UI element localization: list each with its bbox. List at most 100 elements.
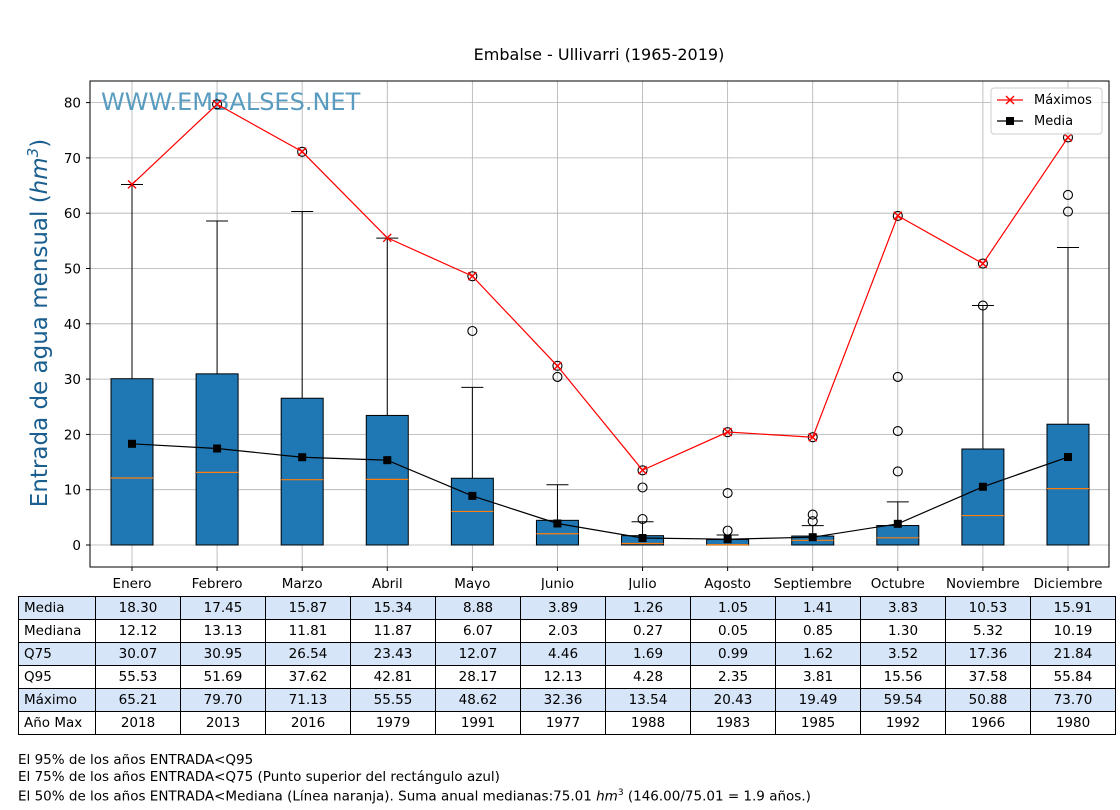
- x-tick-label-7: Agosto: [704, 576, 751, 590]
- table-cell: 12.12: [95, 619, 181, 643]
- table-row-anio_max: Año Max 2018 2013 2016 1979 1991 1977 1988 1983 1…: [18, 711, 1116, 735]
- outlier-4-0: [467, 325, 478, 337]
- table-cell: 3.89: [520, 596, 606, 620]
- table-row-label: Año Max: [18, 711, 96, 735]
- maximos-marker-2: [297, 147, 307, 157]
- table-cell: 13.13: [180, 619, 266, 643]
- table-cell: 2.03: [520, 619, 606, 643]
- reservoir-inflow-chart: Embalse - Ullivarri (1965-2019) WWW.EMBA…: [24, 45, 1110, 590]
- table-row-label: Media: [18, 596, 96, 620]
- table-cell: 1.30: [860, 619, 946, 643]
- table-cell: 1.62: [775, 642, 861, 666]
- table-cell: 55.53: [95, 665, 181, 689]
- outlier-10-1: [977, 258, 988, 269]
- series-lines: [127, 99, 1073, 544]
- outlier-8-0: [807, 516, 818, 527]
- table-row-q95: Q95 55.53 51.69 37.62 42.81 28.17 12.13 4.28 2.3…: [18, 665, 1116, 689]
- table-cell: 79.70: [180, 688, 266, 712]
- table-cell: 21.84: [1030, 642, 1116, 666]
- y-tick-label-0: 0: [72, 538, 81, 554]
- media-marker-6: [638, 534, 647, 543]
- table-cell: 71.13: [265, 688, 351, 712]
- table-cell: 15.87: [265, 596, 351, 620]
- grid-lines: [90, 81, 1109, 567]
- media-marker-5: [553, 519, 562, 528]
- chart-title: Embalse - Ullivarri (1965-2019): [474, 45, 725, 64]
- maximos-marker-6: [638, 465, 648, 475]
- maximos-marker-0: [127, 179, 137, 189]
- table-cell: 1966: [945, 711, 1031, 735]
- x-tick-label-11: Diciembre: [1034, 576, 1103, 590]
- legend-media-label: Media: [1034, 114, 1073, 129]
- x-tick-label-8: Septiembre: [774, 576, 852, 590]
- table-cell: 1977: [520, 711, 606, 735]
- table-cell: 15.91: [1030, 596, 1116, 620]
- table-cell: 2016: [265, 711, 351, 735]
- outlier-9-3: [892, 210, 903, 222]
- legend-maximos-marker: [1005, 95, 1015, 105]
- table-cell: 4.46: [520, 642, 606, 666]
- table-cell: 30.95: [180, 642, 266, 666]
- box-3: [365, 414, 409, 546]
- table-cell: 1991: [435, 711, 521, 735]
- table-row-media: Media 18.30 17.45 15.87 15.34 8.88 3.89 1.26 1.0…: [18, 596, 1116, 620]
- table-cell: 3.83: [860, 596, 946, 620]
- media-line: [131, 443, 1069, 540]
- box-9: [876, 525, 920, 546]
- box-0: [110, 378, 154, 546]
- media-marker-4: [468, 491, 477, 500]
- table-cell: 1992: [860, 711, 946, 735]
- maximos-marker-3: [382, 233, 392, 243]
- y-tick-label-10: 10: [64, 483, 81, 499]
- table-cell: 37.58: [945, 665, 1031, 689]
- table-row-label: Q75: [18, 642, 96, 666]
- x-tick-label-5: Junio: [540, 576, 574, 590]
- table-cell: 2018: [95, 711, 181, 735]
- table-cell: 1.05: [690, 596, 776, 620]
- table-cell: 50.88: [945, 688, 1031, 712]
- outlier-6-2: [637, 465, 648, 476]
- y-tick-label-60: 60: [64, 206, 81, 222]
- maximos-marker-1: [212, 99, 222, 109]
- table-cell: 55.84: [1030, 665, 1116, 689]
- outlier-7-0: [722, 525, 733, 536]
- note-q75: El 75% de los años ENTRADA<Q75 (Punto su…: [18, 768, 500, 785]
- x-tick-label-6: Julio: [627, 576, 656, 590]
- table-cell: 32.36: [520, 688, 606, 712]
- table-cell: 4.28: [605, 665, 691, 689]
- table-cell: 17.45: [180, 596, 266, 620]
- table-cell: 10.53: [945, 596, 1031, 620]
- table-cell: 11.87: [350, 619, 436, 643]
- x-tick-label-2: Marzo: [282, 576, 323, 590]
- table-cell: 18.30: [95, 596, 181, 620]
- maximos-line: [131, 103, 1069, 471]
- box-11: [1046, 423, 1090, 546]
- table-cell: 1985: [775, 711, 861, 735]
- outlier-5-0: [552, 371, 563, 382]
- maximos-marker-8: [808, 432, 818, 442]
- table-cell: 0.85: [775, 619, 861, 643]
- outlier-6-1: [637, 482, 648, 493]
- box-2: [280, 397, 324, 546]
- media-marker-9: [893, 519, 902, 528]
- outlier-7-1: [722, 487, 733, 499]
- media-marker-1: [213, 444, 222, 453]
- y-tick-label-80: 80: [64, 96, 81, 112]
- media-marker-11: [1063, 453, 1072, 462]
- table-row-label: Máximo: [18, 688, 96, 712]
- note-median: El 50% de los años ENTRADA<Mediana (Líne…: [18, 788, 811, 805]
- maximos-marker-4: [467, 271, 477, 281]
- media-marker-10: [978, 482, 987, 491]
- maximos-marker-11: [1063, 132, 1073, 142]
- table-cell: 12.07: [435, 642, 521, 666]
- outlier-8-1: [807, 509, 818, 520]
- axes: 0 10 20 30 40 50 60 70 80 Enero Febrero Marzo Abril M…: [64, 80, 1110, 590]
- table-cell: 73.70: [1030, 688, 1116, 712]
- table-cell: 10.19: [1030, 619, 1116, 643]
- table-cell: 23.43: [350, 642, 436, 666]
- y-tick-label-70: 70: [64, 151, 81, 167]
- table-cell: 1.26: [605, 596, 691, 620]
- x-tick-label-10: Noviembre: [946, 576, 1020, 590]
- media-marker-7: [723, 535, 732, 544]
- table-cell: 1.69: [605, 642, 691, 666]
